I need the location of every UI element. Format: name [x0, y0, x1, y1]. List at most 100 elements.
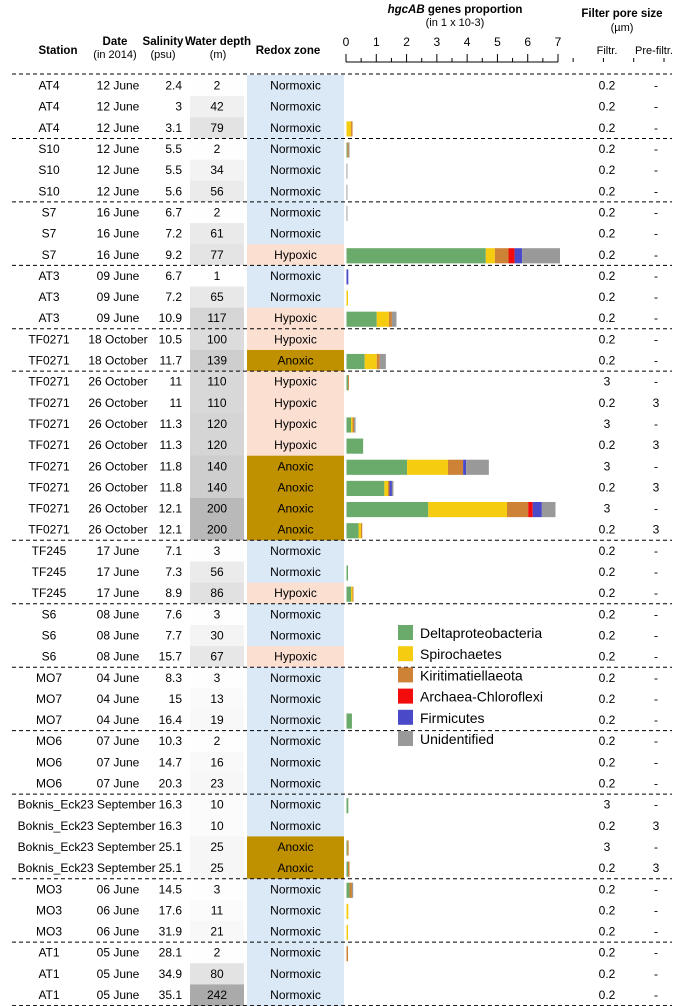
redox-label: Normoxic [270, 777, 321, 791]
filtr-value: 0.2 [599, 290, 616, 304]
depth-cell-bg [190, 498, 244, 520]
filtr-value: 0.2 [599, 946, 616, 960]
depth-cell-bg [190, 794, 244, 816]
bar-segment [522, 248, 561, 264]
sample-date: 06 June [97, 882, 140, 896]
bar-segment [389, 480, 392, 496]
sample-date: 26 October [88, 459, 147, 473]
depth-cell-bg [190, 921, 244, 943]
bar-segment [384, 480, 388, 496]
sample-date: 16 June [97, 227, 140, 241]
station-name: TF0271 [28, 459, 70, 473]
depth-value: 16 [210, 755, 224, 769]
bar-segment [528, 502, 533, 518]
bar-segment [346, 269, 349, 285]
station-name: TF0271 [28, 396, 70, 410]
depth-cell-bg [190, 709, 244, 732]
redox-cell-bg [247, 540, 344, 562]
redox-label: Normoxic [270, 967, 321, 981]
filtr-value: 0.2 [599, 565, 616, 579]
sample-date: 16 June [97, 248, 140, 262]
sample-date: 23 September [80, 798, 155, 812]
sample-date: 04 June [97, 692, 140, 706]
redox-cell-bg [247, 392, 344, 414]
redox-cell-bg [247, 223, 344, 245]
station-name: TF0271 [28, 438, 70, 452]
bar-segment [348, 142, 350, 158]
bar-segment [346, 502, 429, 518]
redox-cell-bg [247, 730, 344, 753]
redox-cell-bg [247, 244, 344, 266]
bar-segment [346, 713, 352, 729]
depth-cell-bg [190, 349, 244, 372]
depth-value: 2 [214, 79, 221, 93]
bar-segment [447, 459, 464, 475]
redox-header: Redox zone [255, 45, 321, 57]
prefiltr-value: - [654, 332, 658, 346]
prefiltr-value: - [654, 417, 658, 431]
station-name: TF0271 [28, 332, 70, 346]
sample-date: 05 June [97, 946, 140, 960]
sample-date: 26 October [88, 438, 147, 452]
station-name: AT4 [38, 79, 59, 93]
salinity-subheader: (psu) [150, 49, 176, 61]
bar-segment [494, 248, 509, 264]
sample-date: 08 June [97, 650, 140, 664]
bar-segment [391, 480, 394, 496]
filtr-value: 3 [604, 417, 611, 431]
redox-cell-bg [247, 794, 344, 816]
salinity-value: 2.4 [165, 79, 182, 93]
depth-value: 56 [210, 565, 224, 579]
depth-value: 42 [210, 100, 224, 114]
redox-cell-bg [247, 899, 344, 922]
sample-date: 12 June [97, 142, 140, 156]
depth-value: 110 [207, 396, 226, 410]
salinity-value: 5.5 [165, 163, 182, 177]
station-name: AT1 [38, 967, 59, 981]
prefiltr-value: 3 [653, 861, 660, 875]
station-name: Boknis_Eck [18, 840, 82, 854]
x-tick-label: 1 [373, 35, 380, 49]
redox-label: Normoxic [270, 925, 321, 939]
filtr-header: Filtr. [596, 45, 618, 57]
filtr-value: 0.2 [599, 311, 616, 325]
redox-cell-bg [247, 688, 344, 710]
depth-value: 65 [210, 290, 224, 304]
depth-value: 2 [214, 142, 221, 156]
bar-segment [391, 311, 397, 327]
redox-cell-bg [247, 646, 344, 668]
depth-cell-bg [190, 455, 244, 478]
redox-cell-bg [247, 624, 344, 647]
depth-cell-bg [190, 899, 244, 922]
filtr-value: 0.2 [599, 692, 616, 706]
redox-label: Hypoxic [274, 311, 317, 325]
prefiltr-value: - [654, 882, 658, 896]
salinity-value: 15 [169, 692, 183, 706]
station-name: TF0271 [28, 417, 70, 431]
salinity-value: 31.9 [159, 925, 183, 939]
bar-segment [364, 353, 377, 370]
salinity-value: 6.7 [165, 269, 182, 283]
salinity-value: 11 [170, 396, 183, 410]
bar-segment [346, 840, 348, 856]
prefiltr-value: - [654, 354, 658, 368]
filtr-value: 0.2 [599, 819, 616, 833]
bar-segment [346, 142, 348, 158]
prefiltr-value: - [654, 734, 658, 748]
depth-cell-bg [190, 201, 244, 224]
redox-label: Normoxic [270, 79, 321, 93]
prefiltr-value: - [654, 121, 658, 135]
redox-label: Normoxic [270, 544, 321, 558]
redox-cell-bg [247, 857, 344, 880]
x-tick-label: 0 [343, 35, 350, 49]
depth-cell-bg [190, 307, 244, 330]
bar-segment [346, 946, 349, 962]
date-subheader: (in 2014) [93, 49, 137, 61]
depth-cell-bg [190, 392, 244, 414]
redox-cell-bg [247, 201, 344, 224]
salinity-value: 11.3 [160, 438, 183, 452]
legend-swatch [398, 625, 413, 640]
prefiltr-value: - [654, 798, 658, 812]
bar-segment [346, 798, 349, 814]
depth-value: 11 [211, 903, 224, 917]
